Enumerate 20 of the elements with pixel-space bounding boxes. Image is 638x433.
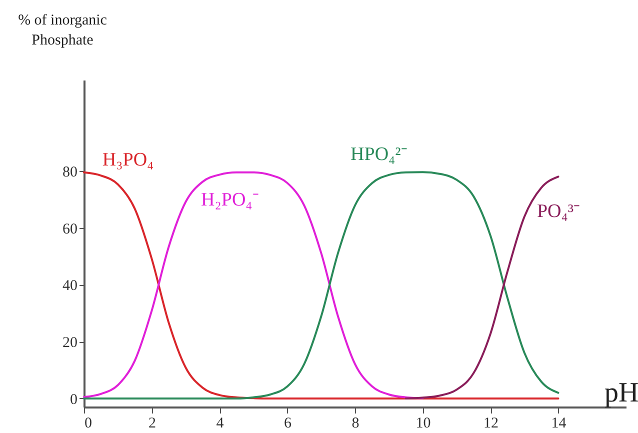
y-tick-label: 80: [62, 164, 78, 180]
series-label: H₃PO₄: [102, 150, 154, 171]
x-tick-label: 4: [216, 416, 224, 432]
line-series: [83, 171, 424, 400]
x-tick-label: 0: [84, 416, 92, 432]
x-tick-label: 8: [352, 416, 360, 432]
x-tick-label: 12: [484, 416, 498, 432]
y-tick-label: 60: [62, 221, 78, 238]
series-label: HPO₄²⁻: [350, 144, 407, 165]
x-tick-label: 6: [284, 416, 292, 432]
y-tick-label: 40: [62, 278, 78, 294]
x-tick-label: 10: [416, 416, 431, 432]
series-label: PO₄³⁻: [536, 200, 580, 222]
x-tick-label: 14: [551, 416, 567, 432]
x-axis-title: pH: [604, 378, 638, 408]
y-axis-title: % of inorganic Phosphate: [18, 12, 108, 48]
y-tick-label: 20: [62, 335, 78, 352]
series-label: H₂PO₄⁻: [201, 189, 258, 210]
y-tick-label: 0: [70, 392, 78, 408]
x-tick-label: 2: [148, 416, 156, 432]
